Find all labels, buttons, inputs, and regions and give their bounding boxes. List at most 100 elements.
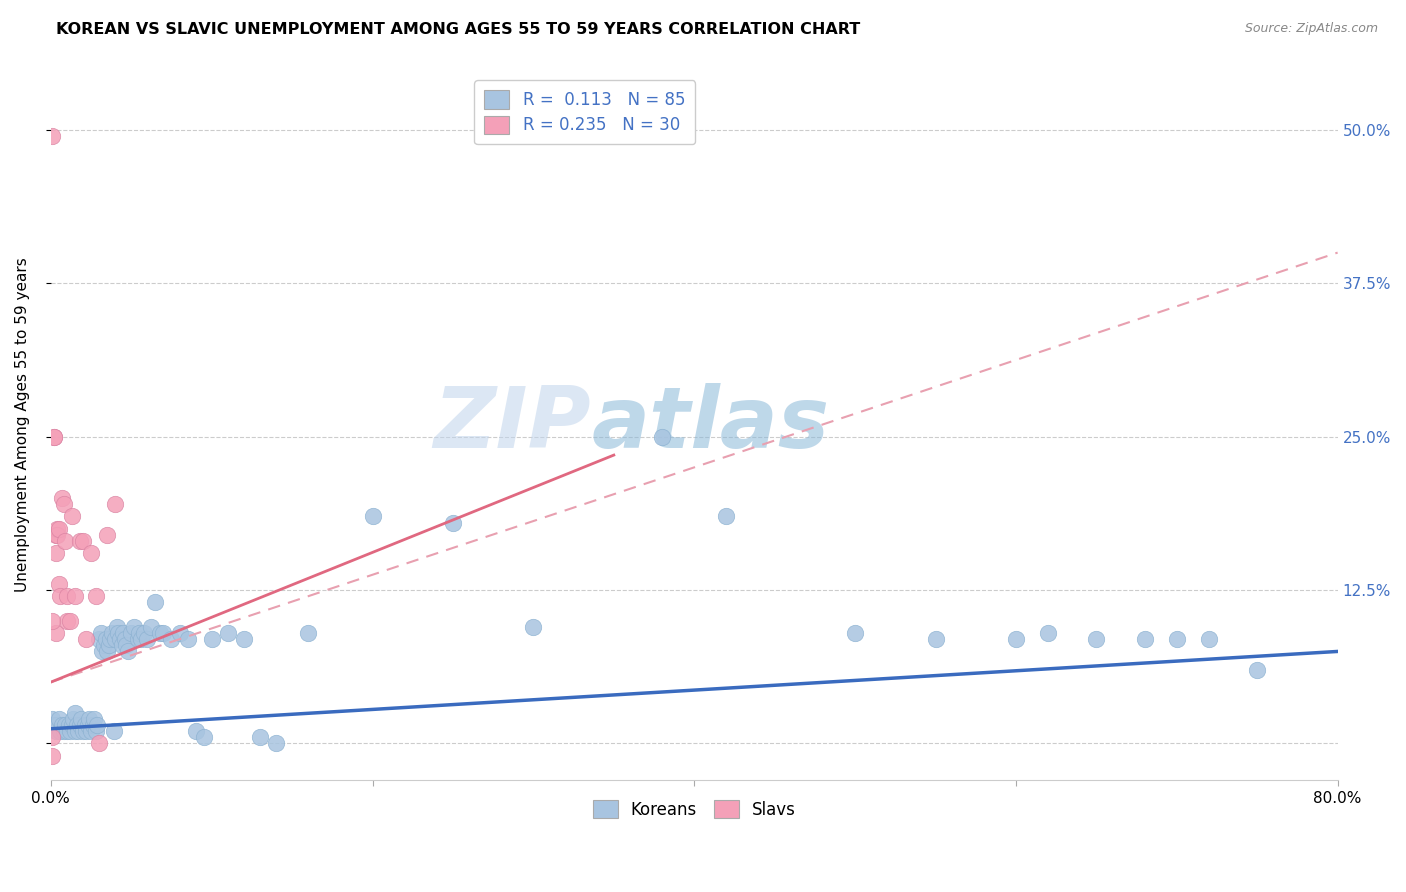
Point bbox=[59, 614, 82, 628]
Point bbox=[46, 528, 69, 542]
Point bbox=[112, 626, 135, 640]
Point bbox=[184, 724, 207, 739]
Point bbox=[297, 626, 319, 640]
Point bbox=[152, 626, 174, 640]
Point bbox=[51, 491, 73, 505]
Point bbox=[63, 724, 86, 739]
Point bbox=[69, 533, 91, 548]
Point bbox=[41, 731, 63, 745]
Point bbox=[1166, 632, 1188, 647]
Point bbox=[67, 724, 90, 739]
Point bbox=[62, 712, 84, 726]
Legend: Koreans, Slavs: Koreans, Slavs bbox=[586, 793, 803, 825]
Point bbox=[72, 724, 94, 739]
Point bbox=[651, 430, 673, 444]
Point bbox=[41, 614, 63, 628]
Point bbox=[169, 626, 191, 640]
Point bbox=[63, 589, 86, 603]
Point bbox=[96, 644, 118, 658]
Point bbox=[110, 638, 132, 652]
Point bbox=[129, 632, 152, 647]
Point bbox=[63, 706, 86, 720]
Point bbox=[93, 638, 115, 652]
Point bbox=[56, 589, 79, 603]
Text: Source: ZipAtlas.com: Source: ZipAtlas.com bbox=[1244, 22, 1378, 36]
Point bbox=[1246, 663, 1268, 677]
Point bbox=[46, 718, 69, 732]
Point bbox=[924, 632, 946, 647]
Point bbox=[59, 724, 82, 739]
Point bbox=[49, 724, 72, 739]
Point bbox=[41, 712, 63, 726]
Point bbox=[65, 718, 87, 732]
Point bbox=[83, 712, 105, 726]
Point bbox=[108, 632, 131, 647]
Point bbox=[201, 632, 224, 647]
Point bbox=[80, 724, 103, 739]
Point bbox=[249, 731, 271, 745]
Point bbox=[51, 718, 73, 732]
Point bbox=[98, 632, 121, 647]
Point bbox=[1036, 626, 1059, 640]
Point bbox=[60, 509, 83, 524]
Point bbox=[114, 632, 136, 647]
Point bbox=[145, 595, 167, 609]
Point bbox=[149, 626, 172, 640]
Point bbox=[49, 589, 72, 603]
Point bbox=[76, 718, 98, 732]
Point bbox=[1133, 632, 1156, 647]
Point bbox=[70, 712, 93, 726]
Point bbox=[69, 718, 91, 732]
Point bbox=[1198, 632, 1220, 647]
Point bbox=[73, 718, 96, 732]
Point bbox=[139, 620, 162, 634]
Point bbox=[522, 620, 544, 634]
Point bbox=[42, 430, 65, 444]
Text: KOREAN VS SLAVIC UNEMPLOYMENT AMONG AGES 55 TO 59 YEARS CORRELATION CHART: KOREAN VS SLAVIC UNEMPLOYMENT AMONG AGES… bbox=[56, 22, 860, 37]
Point bbox=[91, 644, 114, 658]
Point bbox=[716, 509, 738, 524]
Point bbox=[53, 718, 76, 732]
Point bbox=[105, 620, 128, 634]
Point bbox=[58, 718, 80, 732]
Point bbox=[128, 626, 150, 640]
Point bbox=[441, 516, 464, 530]
Point bbox=[87, 737, 110, 751]
Point bbox=[264, 737, 287, 751]
Point bbox=[48, 522, 70, 536]
Point bbox=[87, 632, 110, 647]
Point bbox=[52, 497, 75, 511]
Point bbox=[844, 626, 866, 640]
Point bbox=[127, 632, 149, 647]
Point bbox=[42, 430, 65, 444]
Point bbox=[86, 718, 108, 732]
Point bbox=[80, 546, 103, 560]
Point bbox=[46, 522, 69, 536]
Point bbox=[84, 724, 107, 739]
Point bbox=[52, 724, 75, 739]
Point bbox=[96, 528, 118, 542]
Point bbox=[45, 626, 67, 640]
Point bbox=[84, 589, 107, 603]
Point bbox=[134, 626, 156, 640]
Point bbox=[120, 626, 142, 640]
Point bbox=[72, 533, 94, 548]
Point bbox=[1085, 632, 1108, 647]
Point bbox=[361, 509, 384, 524]
Point bbox=[41, 748, 63, 763]
Point bbox=[193, 731, 215, 745]
Point bbox=[176, 632, 198, 647]
Point bbox=[101, 626, 124, 640]
Point bbox=[41, 128, 63, 143]
Point bbox=[79, 712, 101, 726]
Point bbox=[115, 638, 138, 652]
Point bbox=[124, 620, 146, 634]
Point bbox=[107, 626, 129, 640]
Point bbox=[232, 632, 254, 647]
Point bbox=[56, 724, 79, 739]
Point bbox=[104, 632, 127, 647]
Point bbox=[97, 638, 120, 652]
Point bbox=[117, 644, 139, 658]
Y-axis label: Unemployment Among Ages 55 to 59 years: Unemployment Among Ages 55 to 59 years bbox=[15, 257, 30, 591]
Point bbox=[48, 577, 70, 591]
